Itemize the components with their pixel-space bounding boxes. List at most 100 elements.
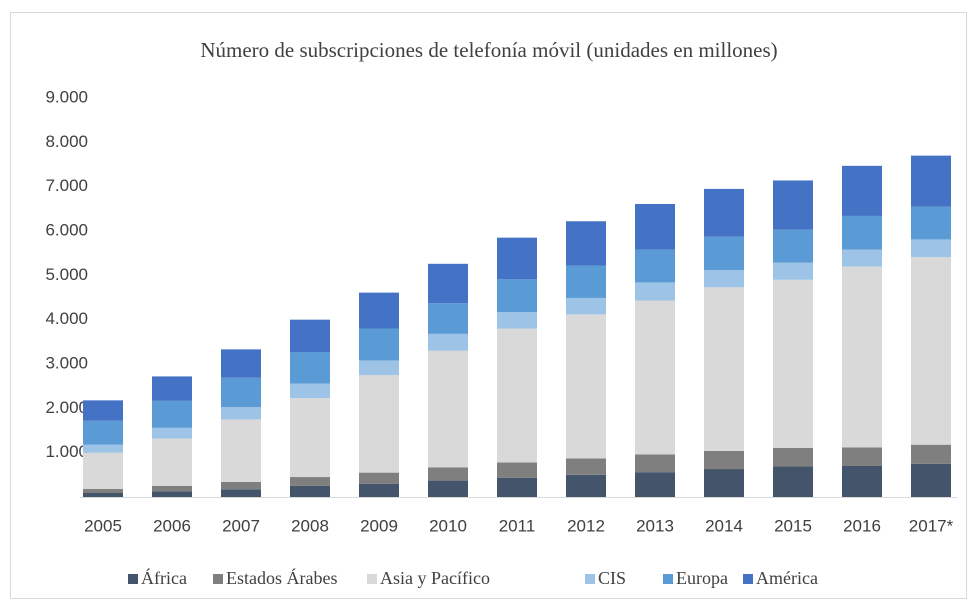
x-tick-label: 2013	[636, 516, 674, 535]
bar-segment	[842, 266, 882, 448]
bar-segment	[911, 444, 951, 464]
bar-segment	[911, 206, 951, 240]
bar-segment	[221, 489, 261, 497]
bar-segment	[290, 398, 330, 478]
bar-segment	[83, 452, 123, 490]
bar-segment	[359, 360, 399, 376]
bar-segment	[635, 249, 675, 283]
bar-segment	[497, 312, 537, 329]
bar-segment	[152, 376, 192, 401]
bar-segment	[428, 467, 468, 481]
bar-segment	[911, 155, 951, 207]
x-tick-label: 2007	[222, 516, 260, 535]
bar-segment	[152, 427, 192, 439]
legend-label: Estados Árabes	[226, 567, 337, 588]
bar-segment	[428, 333, 468, 351]
y-tick-label: 9.000	[45, 87, 88, 106]
legend-label: África	[141, 567, 187, 588]
bar-segment	[704, 188, 744, 237]
x-tick-label: 2006	[153, 516, 191, 535]
bar-segment	[566, 314, 606, 459]
bar-segment	[290, 485, 330, 497]
bar-segment	[773, 466, 813, 497]
bar-segment	[773, 447, 813, 467]
bar-segment	[497, 279, 537, 313]
y-tick-label: 6.000	[45, 220, 88, 239]
bar-segment	[497, 328, 537, 463]
x-tick-label: 2015	[774, 516, 812, 535]
bar-segment	[221, 377, 261, 408]
bar-segment	[359, 483, 399, 497]
bar-segment	[773, 229, 813, 263]
bar-segment	[152, 400, 192, 428]
y-tick-label: 1.000	[45, 442, 88, 461]
x-tick-label: 2005	[84, 516, 122, 535]
bar-segment	[704, 270, 744, 288]
chart-border	[10, 12, 967, 599]
legend-swatch	[743, 574, 753, 584]
bar-segment	[83, 493, 123, 497]
x-tick-label: 2010	[429, 516, 467, 535]
x-tick-label: 2014	[705, 516, 743, 535]
y-tick-label: 3.000	[45, 353, 88, 372]
bar-segment	[83, 489, 123, 494]
bar-segment	[842, 215, 882, 250]
bar-segment	[497, 477, 537, 497]
legend-swatch	[585, 574, 595, 584]
bar-segment	[152, 438, 192, 486]
bar-segment	[704, 450, 744, 470]
bar-segment	[359, 472, 399, 484]
bar-segment	[773, 279, 813, 448]
x-tick-label: 2008	[291, 516, 329, 535]
bar-segment	[428, 350, 468, 468]
bar-segment	[911, 463, 951, 497]
bar-segment	[152, 491, 192, 497]
bar-segment	[566, 474, 606, 497]
x-tick-label: 2011	[499, 516, 536, 535]
bar-segment	[842, 249, 882, 267]
bar-segment	[635, 472, 675, 497]
x-tick-label: 2009	[360, 516, 398, 535]
bar-segment	[704, 469, 744, 497]
legend-label: América	[756, 568, 818, 588]
bar-segment	[359, 292, 399, 329]
bar-segment	[152, 485, 192, 492]
bar-segment	[359, 328, 399, 361]
bar-segment	[635, 203, 675, 250]
bar-segment	[566, 221, 606, 266]
x-tick-label: 2017*	[909, 516, 954, 535]
y-tick-label: 2.000	[45, 398, 88, 417]
legend-swatch	[213, 574, 223, 584]
bar-segment	[497, 237, 537, 280]
bar-segment	[428, 480, 468, 497]
bar-segment	[566, 265, 606, 298]
bar-segment	[290, 319, 330, 353]
bar-segment	[566, 297, 606, 315]
y-tick-label: 7.000	[45, 176, 88, 195]
bar-segment	[635, 300, 675, 455]
bar-segment	[290, 352, 330, 384]
bar-segment	[635, 282, 675, 301]
bar-segment	[221, 419, 261, 482]
y-tick-label: 4.000	[45, 309, 88, 328]
bar-segment	[704, 287, 744, 451]
bar-segment	[842, 165, 882, 216]
bar-segment	[290, 477, 330, 486]
legend-label: Asia y Pacífico	[380, 568, 490, 588]
bar-segment	[842, 447, 882, 466]
bar-segment	[497, 462, 537, 478]
legend-swatch	[663, 574, 673, 584]
legend-swatch	[367, 574, 377, 584]
bar-segment	[83, 420, 123, 445]
x-tick-label: 2016	[843, 516, 881, 535]
bar-segment	[842, 465, 882, 497]
bar-segment	[221, 481, 261, 490]
bar-segment	[221, 407, 261, 420]
bar-segment	[83, 444, 123, 453]
bar-segment	[773, 262, 813, 280]
bar-segment	[704, 236, 744, 271]
x-tick-label: 2012	[567, 516, 605, 535]
bar-segment	[911, 239, 951, 258]
chart-title: Número de subscripciones de telefonía mó…	[200, 38, 777, 62]
